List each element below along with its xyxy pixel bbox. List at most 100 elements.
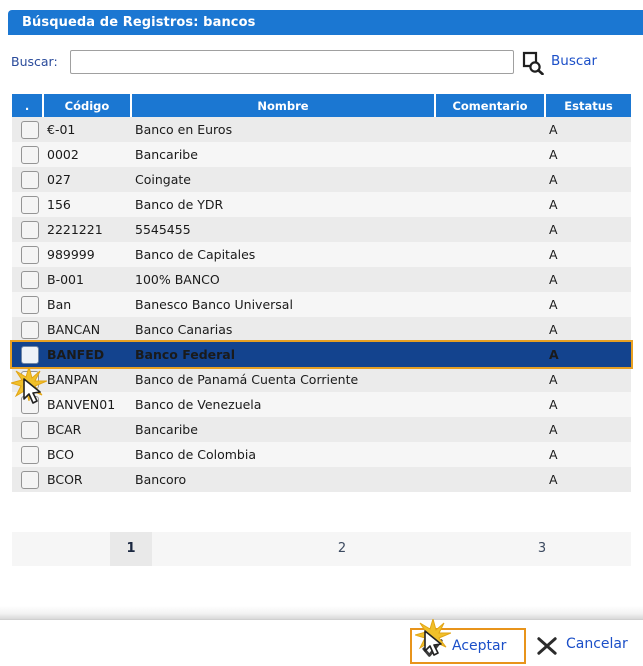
table-row[interactable]: 0002 Bancaribe A bbox=[12, 142, 631, 167]
row-select-cell[interactable] bbox=[12, 467, 43, 492]
row-comentario bbox=[435, 292, 545, 317]
column-header-estatus[interactable]: Estatus bbox=[545, 94, 631, 117]
check-icon bbox=[422, 638, 444, 658]
row-checkbox[interactable] bbox=[20, 395, 39, 414]
row-checkbox[interactable] bbox=[20, 420, 39, 439]
column-header-comentario[interactable]: Comentario bbox=[435, 94, 546, 117]
search-input[interactable] bbox=[70, 50, 514, 74]
search-label: Buscar: bbox=[11, 54, 58, 69]
table-row[interactable]: Ban Banesco Banco Universal A bbox=[12, 292, 631, 317]
row-select-cell[interactable] bbox=[12, 342, 43, 367]
row-checkbox[interactable] bbox=[20, 245, 39, 264]
table-row[interactable]: 989999 Banco de Capitales A bbox=[12, 242, 631, 267]
table-row[interactable]: BANCAN Banco Canarias A bbox=[12, 317, 631, 342]
table-row[interactable]: BANVEN01 Banco de Venezuela A bbox=[12, 392, 631, 417]
row-estatus: A bbox=[545, 317, 631, 342]
row-nombre: Banco Federal bbox=[131, 342, 435, 367]
row-select-cell[interactable] bbox=[12, 317, 43, 342]
row-checkbox[interactable] bbox=[20, 195, 39, 214]
row-codigo: B-001 bbox=[43, 267, 131, 292]
row-checkbox[interactable] bbox=[20, 470, 39, 489]
row-estatus: A bbox=[545, 117, 631, 142]
row-select-cell[interactable] bbox=[12, 292, 43, 317]
row-codigo: 989999 bbox=[43, 242, 131, 267]
row-select-cell[interactable] bbox=[12, 117, 43, 142]
row-select-cell[interactable] bbox=[12, 167, 43, 192]
row-nombre: Bancaribe bbox=[131, 142, 435, 167]
row-estatus: A bbox=[545, 392, 631, 417]
row-codigo: BANCAN bbox=[43, 317, 131, 342]
cancel-button-label: Cancelar bbox=[566, 636, 628, 652]
dialog-title: Búsqueda de Registros: bancos bbox=[8, 10, 643, 35]
table-header-row: . Código Nombre Comentario Estatus bbox=[12, 94, 631, 117]
search-bar: Buscar: Buscar bbox=[0, 48, 643, 80]
row-estatus: A bbox=[545, 167, 631, 192]
row-nombre: Banco de Capitales bbox=[131, 242, 435, 267]
row-codigo: BANVEN01 bbox=[43, 392, 131, 417]
table-row[interactable]: BCAR Bancaribe A bbox=[12, 417, 631, 442]
row-comentario bbox=[435, 442, 545, 467]
row-checkbox[interactable] bbox=[20, 220, 39, 239]
row-select-cell[interactable] bbox=[12, 392, 43, 417]
accept-button-label: Aceptar bbox=[452, 638, 507, 654]
pagination: 1 2 3 bbox=[12, 532, 631, 566]
row-checkbox[interactable] bbox=[20, 445, 39, 464]
row-select-cell[interactable] bbox=[12, 192, 43, 217]
row-checkbox[interactable] bbox=[20, 295, 39, 314]
row-codigo: BANFED bbox=[43, 342, 131, 367]
row-select-cell[interactable] bbox=[12, 217, 43, 242]
row-comentario bbox=[435, 342, 545, 367]
pagination-page-1[interactable]: 1 bbox=[110, 532, 152, 566]
row-select-cell[interactable] bbox=[12, 442, 43, 467]
table-row[interactable]: 156 Banco de YDR A bbox=[12, 192, 631, 217]
table-row[interactable]: 027 Coingate A bbox=[12, 167, 631, 192]
row-comentario bbox=[435, 192, 545, 217]
table-row[interactable]: BANFED Banco Federal A bbox=[10, 340, 633, 369]
column-header-codigo[interactable]: Código bbox=[43, 94, 132, 117]
search-button[interactable]: Buscar bbox=[551, 53, 598, 69]
table-row[interactable]: BANPAN Banco de Panamá Cuenta Corriente A bbox=[12, 367, 631, 392]
table-row[interactable]: B-001 100% BANCO A bbox=[12, 267, 631, 292]
row-nombre: Banco en Euros bbox=[131, 117, 435, 142]
row-codigo: BCOR bbox=[43, 467, 131, 492]
row-checkbox[interactable] bbox=[20, 145, 39, 164]
row-estatus: A bbox=[545, 417, 631, 442]
pagination-page-2[interactable]: 2 bbox=[337, 541, 347, 556]
table-body: €-01 Banco en Euros A 0002 Bancaribe A 027 Coin… bbox=[10, 117, 633, 492]
results-table-container: . Código Nombre Comentario Estatus €-01 B… bbox=[10, 94, 633, 492]
row-checkbox[interactable] bbox=[20, 170, 39, 189]
row-nombre: 100% BANCO bbox=[131, 267, 435, 292]
row-checkbox[interactable] bbox=[20, 320, 39, 339]
row-codigo: BCO bbox=[43, 442, 131, 467]
row-codigo: BCAR bbox=[43, 417, 131, 442]
row-select-cell[interactable] bbox=[12, 142, 43, 167]
row-nombre: Banco de Panamá Cuenta Corriente bbox=[131, 367, 435, 392]
table-row[interactable]: €-01 Banco en Euros A bbox=[12, 117, 631, 142]
accept-button[interactable]: Aceptar bbox=[410, 628, 526, 664]
results-table: . Código Nombre Comentario Estatus €-01 B… bbox=[10, 94, 633, 492]
row-checkbox[interactable] bbox=[20, 270, 39, 289]
close-x-icon bbox=[536, 636, 558, 656]
row-nombre: Banco de YDR bbox=[131, 192, 435, 217]
row-estatus: A bbox=[545, 142, 631, 167]
table-row[interactable]: BCOR Bancoro A bbox=[12, 467, 631, 492]
row-codigo: BANPAN bbox=[43, 367, 131, 392]
pagination-page-3[interactable]: 3 bbox=[537, 541, 547, 556]
row-select-cell[interactable] bbox=[12, 367, 43, 392]
row-select-cell[interactable] bbox=[12, 242, 43, 267]
row-select-cell[interactable] bbox=[12, 417, 43, 442]
row-comentario bbox=[435, 317, 545, 342]
row-checkbox[interactable] bbox=[20, 370, 39, 389]
column-header-select[interactable]: . bbox=[12, 94, 44, 117]
row-select-cell[interactable] bbox=[12, 267, 43, 292]
row-nombre: Banco de Venezuela bbox=[131, 392, 435, 417]
table-row[interactable]: 2221221 5545455 A bbox=[12, 217, 631, 242]
row-comentario bbox=[435, 167, 545, 192]
row-checkbox[interactable] bbox=[20, 345, 39, 364]
page-search-icon[interactable] bbox=[521, 51, 545, 76]
column-header-nombre[interactable]: Nombre bbox=[131, 94, 436, 117]
row-codigo: 027 bbox=[43, 167, 131, 192]
table-row[interactable]: BCO Banco de Colombia A bbox=[12, 442, 631, 467]
row-checkbox[interactable] bbox=[20, 120, 39, 139]
row-comentario bbox=[435, 142, 545, 167]
